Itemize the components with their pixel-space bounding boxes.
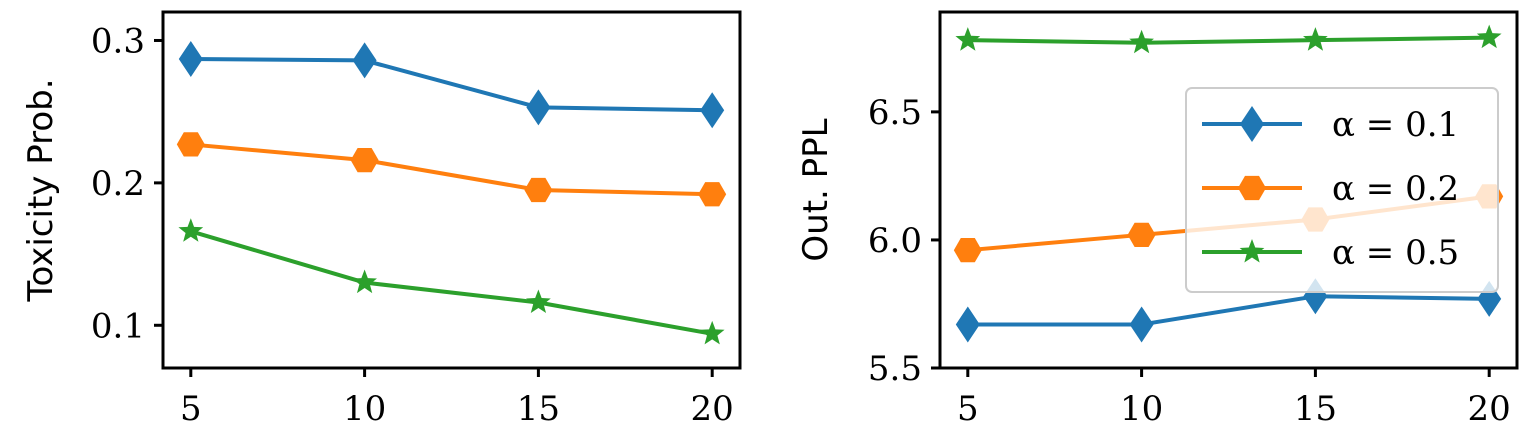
data-point	[1129, 306, 1154, 343]
series-line-3	[190, 229, 713, 336]
chart-panel-1: 5 10 15 20 0.1 0.2 0.3 Toxicity Prob.	[21, 10, 742, 429]
x-tick-label: 15	[517, 389, 560, 429]
legend-marker-3	[1239, 239, 1265, 263]
legend-box	[1185, 87, 1499, 293]
data-point	[350, 147, 379, 173]
legend-label-2: α = 0.2	[1332, 169, 1459, 209]
data-point	[178, 218, 204, 242]
y-axis-label: Out. PPL	[796, 118, 836, 261]
data-point	[955, 306, 980, 343]
x-tick-label: 5	[957, 389, 979, 429]
x-tick-label: 5	[180, 389, 202, 429]
data-point	[699, 320, 725, 345]
data-point	[526, 289, 551, 314]
legend-label-3: α = 0.5	[1332, 233, 1459, 273]
data-point	[955, 27, 981, 51]
legend-label-1: α = 0.1	[1332, 105, 1459, 145]
data-point	[698, 182, 727, 207]
data-point	[953, 238, 982, 263]
series-line-1	[190, 56, 713, 113]
data-point	[1303, 27, 1328, 51]
x-tick-label: 10	[343, 389, 386, 429]
chart-panel-2: α = 0.1 α = 0.2 α = 0.5 5 10 15 20 5.5 6.0 6.5 Out…	[796, 10, 1519, 429]
x-tick-label: 10	[1120, 389, 1163, 429]
legend-marker-2	[1238, 175, 1266, 201]
y-axis-label: Toxicity Prob.	[21, 78, 61, 302]
x-tick-label: 20	[691, 389, 734, 429]
data-point	[352, 42, 377, 79]
axes-frame	[161, 10, 742, 370]
data-point	[1127, 222, 1156, 247]
x-tick-label: 15	[1294, 389, 1337, 429]
data-point	[1129, 29, 1154, 54]
y-tick-label: 0.2	[91, 164, 145, 204]
series-line-3	[967, 35, 1490, 45]
axes-frame	[938, 10, 1519, 370]
y-tick-label: 5.5	[868, 349, 922, 389]
legend: α = 0.1 α = 0.2 α = 0.5	[1185, 87, 1499, 293]
series-line-1	[967, 294, 1490, 327]
data-point	[700, 92, 725, 129]
data-point	[176, 132, 205, 157]
data-point	[524, 177, 553, 203]
data-point	[526, 89, 551, 126]
y-tick-label: 6.0	[868, 221, 922, 261]
legend-marker-1	[1240, 106, 1264, 142]
y-tick-label: 0.3	[91, 21, 145, 61]
data-point	[178, 40, 203, 77]
y-tick-label: 6.5	[868, 93, 922, 133]
y-tick-label: 0.1	[91, 306, 145, 346]
data-point	[1476, 24, 1502, 49]
data-point	[352, 269, 377, 294]
series-line-2	[190, 142, 713, 197]
x-tick-label: 20	[1468, 389, 1511, 429]
